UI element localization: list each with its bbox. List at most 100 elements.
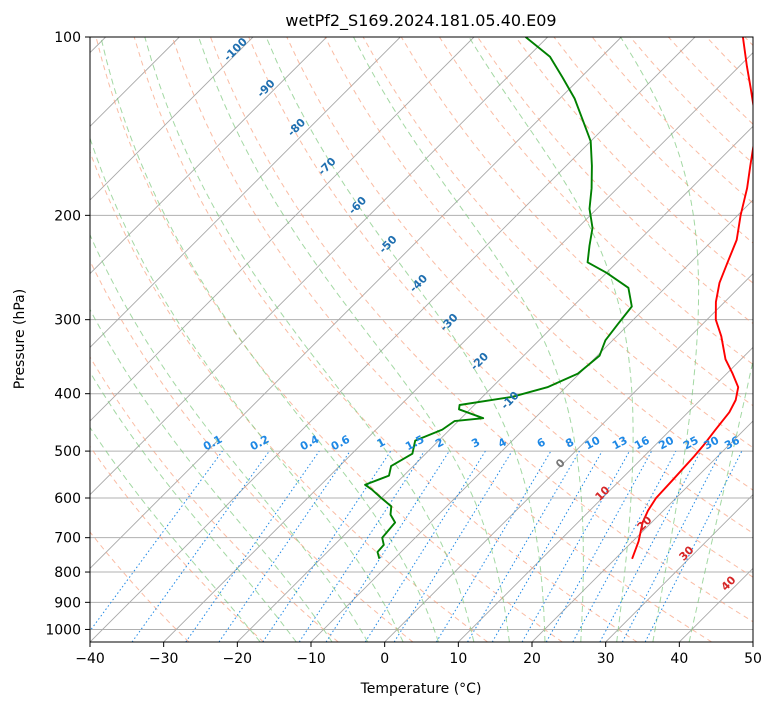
mixing-ratio-label: 0.6 (329, 433, 353, 454)
mixing-ratio-label: 2 (433, 435, 446, 450)
moist-adiabat (90, 371, 297, 642)
x-axis-label: Temperature (°C) (360, 681, 482, 697)
mixing-ratio-line (393, 450, 513, 642)
moist-adiabat (144, 37, 475, 642)
mixing-ratio-line (90, 450, 223, 632)
moist-adiabat (688, 358, 753, 642)
x-tick-label: −30 (149, 651, 179, 667)
dry-adiabat-label: 20 (635, 513, 655, 533)
moist-adiabat (468, 37, 634, 642)
mixing-ratio-line (262, 450, 392, 642)
plot-frame (89, 36, 754, 643)
background-lines (90, 37, 753, 642)
moist-adiabat (90, 426, 261, 642)
dry-adiabat (286, 37, 753, 534)
isotherm (752, 641, 753, 642)
isotherm (90, 37, 622, 569)
isotherm (605, 494, 753, 642)
moist-adiabat (353, 37, 584, 642)
dry-adiabat (171, 37, 712, 642)
x-tick-label: 0 (380, 651, 389, 667)
isotherm (90, 37, 401, 348)
mixing-ratio-label: 0.2 (248, 433, 271, 454)
mixing-ratio-line (545, 450, 653, 642)
moist-adiabat (90, 136, 404, 642)
dry-adiabat (706, 37, 753, 86)
mixing-ratio-line (298, 450, 425, 642)
isotherm (531, 420, 753, 642)
mixing-ratio-line (521, 450, 630, 642)
dry-adiabat (515, 37, 753, 284)
dry-adiabat (90, 356, 339, 642)
isotherm (237, 125, 753, 642)
isotherm (90, 37, 548, 496)
mixing-ratio-label: 6 (535, 435, 548, 450)
mixing-ratio-line (185, 450, 320, 642)
mixing-ratio-line (491, 450, 603, 642)
moist-adiabat (90, 308, 333, 642)
y-tick-label: 100 (54, 30, 81, 46)
mixing-ratio-label: 20 (656, 434, 676, 453)
isotherm (90, 37, 327, 275)
x-tick-label: −10 (296, 651, 326, 667)
mixing-ratio-label: 30 (702, 434, 722, 453)
mixing-ratio-label: 1.5 (403, 433, 426, 454)
y-tick-label: 1000 (45, 622, 81, 638)
x-tick-label: 20 (523, 651, 541, 667)
y-tick-label: 400 (54, 387, 81, 403)
dry-adiabat-label: 0 (553, 456, 568, 471)
moist-adiabat (265, 37, 546, 642)
isotherm (458, 346, 753, 642)
chart-title: wetPf2_S169.2024.181.05.40.E09 (285, 11, 556, 31)
mixing-ratio-line (364, 450, 486, 642)
y-tick-label: 600 (54, 491, 81, 507)
mixing-ratio-label: 13 (610, 434, 630, 453)
moist-adiabat-label: -70 (315, 155, 338, 178)
dry-adiabat-label: 10 (593, 483, 613, 503)
mixing-ratio-line (325, 450, 450, 642)
dry-adiabat (90, 150, 488, 642)
mixing-ratio-line (218, 450, 351, 642)
moist-adiabat-label: -10 (498, 389, 521, 412)
x-tick-label: −40 (75, 651, 105, 667)
y-tick-label: 200 (54, 208, 81, 224)
moist-adiabat (198, 37, 510, 642)
isotherm (90, 37, 254, 201)
dry-adiabat-label: 30 (677, 543, 697, 563)
x-tick-label: 40 (670, 651, 688, 667)
mixing-ratio-label: 3 (469, 435, 482, 450)
mixing-ratio-label: 0.4 (298, 433, 322, 454)
dry-adiabat (438, 37, 753, 366)
moist-adiabat-label: -60 (346, 194, 369, 217)
dry-adiabat (744, 37, 753, 47)
dry-adiabat-label: 40 (719, 573, 739, 593)
y-tick-label: 800 (54, 565, 81, 581)
mixing-ratio-line (467, 450, 580, 642)
isotherm (90, 37, 475, 422)
profile-series (364, 37, 753, 560)
y-axis-label: Pressure (hPa) (12, 289, 28, 389)
dry-adiabat (400, 37, 753, 407)
mixing-ratio-label: 0.1 (201, 433, 224, 454)
isotherm (163, 52, 753, 642)
y-axis: 100 200 300 400 500 600 700 800 900 1000 (45, 30, 90, 638)
y-tick-label: 900 (54, 595, 81, 611)
x-axis: −40 −30 −20 −10 0 10 20 30 40 50 (75, 642, 762, 667)
x-tick-label: −20 (223, 651, 253, 667)
mixing-ratio-line (435, 450, 552, 642)
moist-adiabat (100, 37, 439, 642)
moist-adiabat-label: -40 (407, 272, 430, 295)
isotherm (310, 199, 753, 642)
isotherm (384, 273, 753, 642)
dry-adiabat (95, 37, 563, 642)
dry-adiabat (90, 445, 264, 642)
mixing-ratio-label: 10 (583, 434, 603, 453)
moist-adiabat-label: -50 (376, 233, 399, 256)
moist-adiabat-label: -30 (437, 311, 460, 334)
dry-adiabat (210, 37, 753, 623)
moist-adiabat-label: -20 (468, 350, 491, 373)
y-tick-label: 700 (54, 531, 81, 547)
mixing-ratio-label: 25 (681, 434, 701, 453)
dry-adiabat (90, 531, 190, 642)
